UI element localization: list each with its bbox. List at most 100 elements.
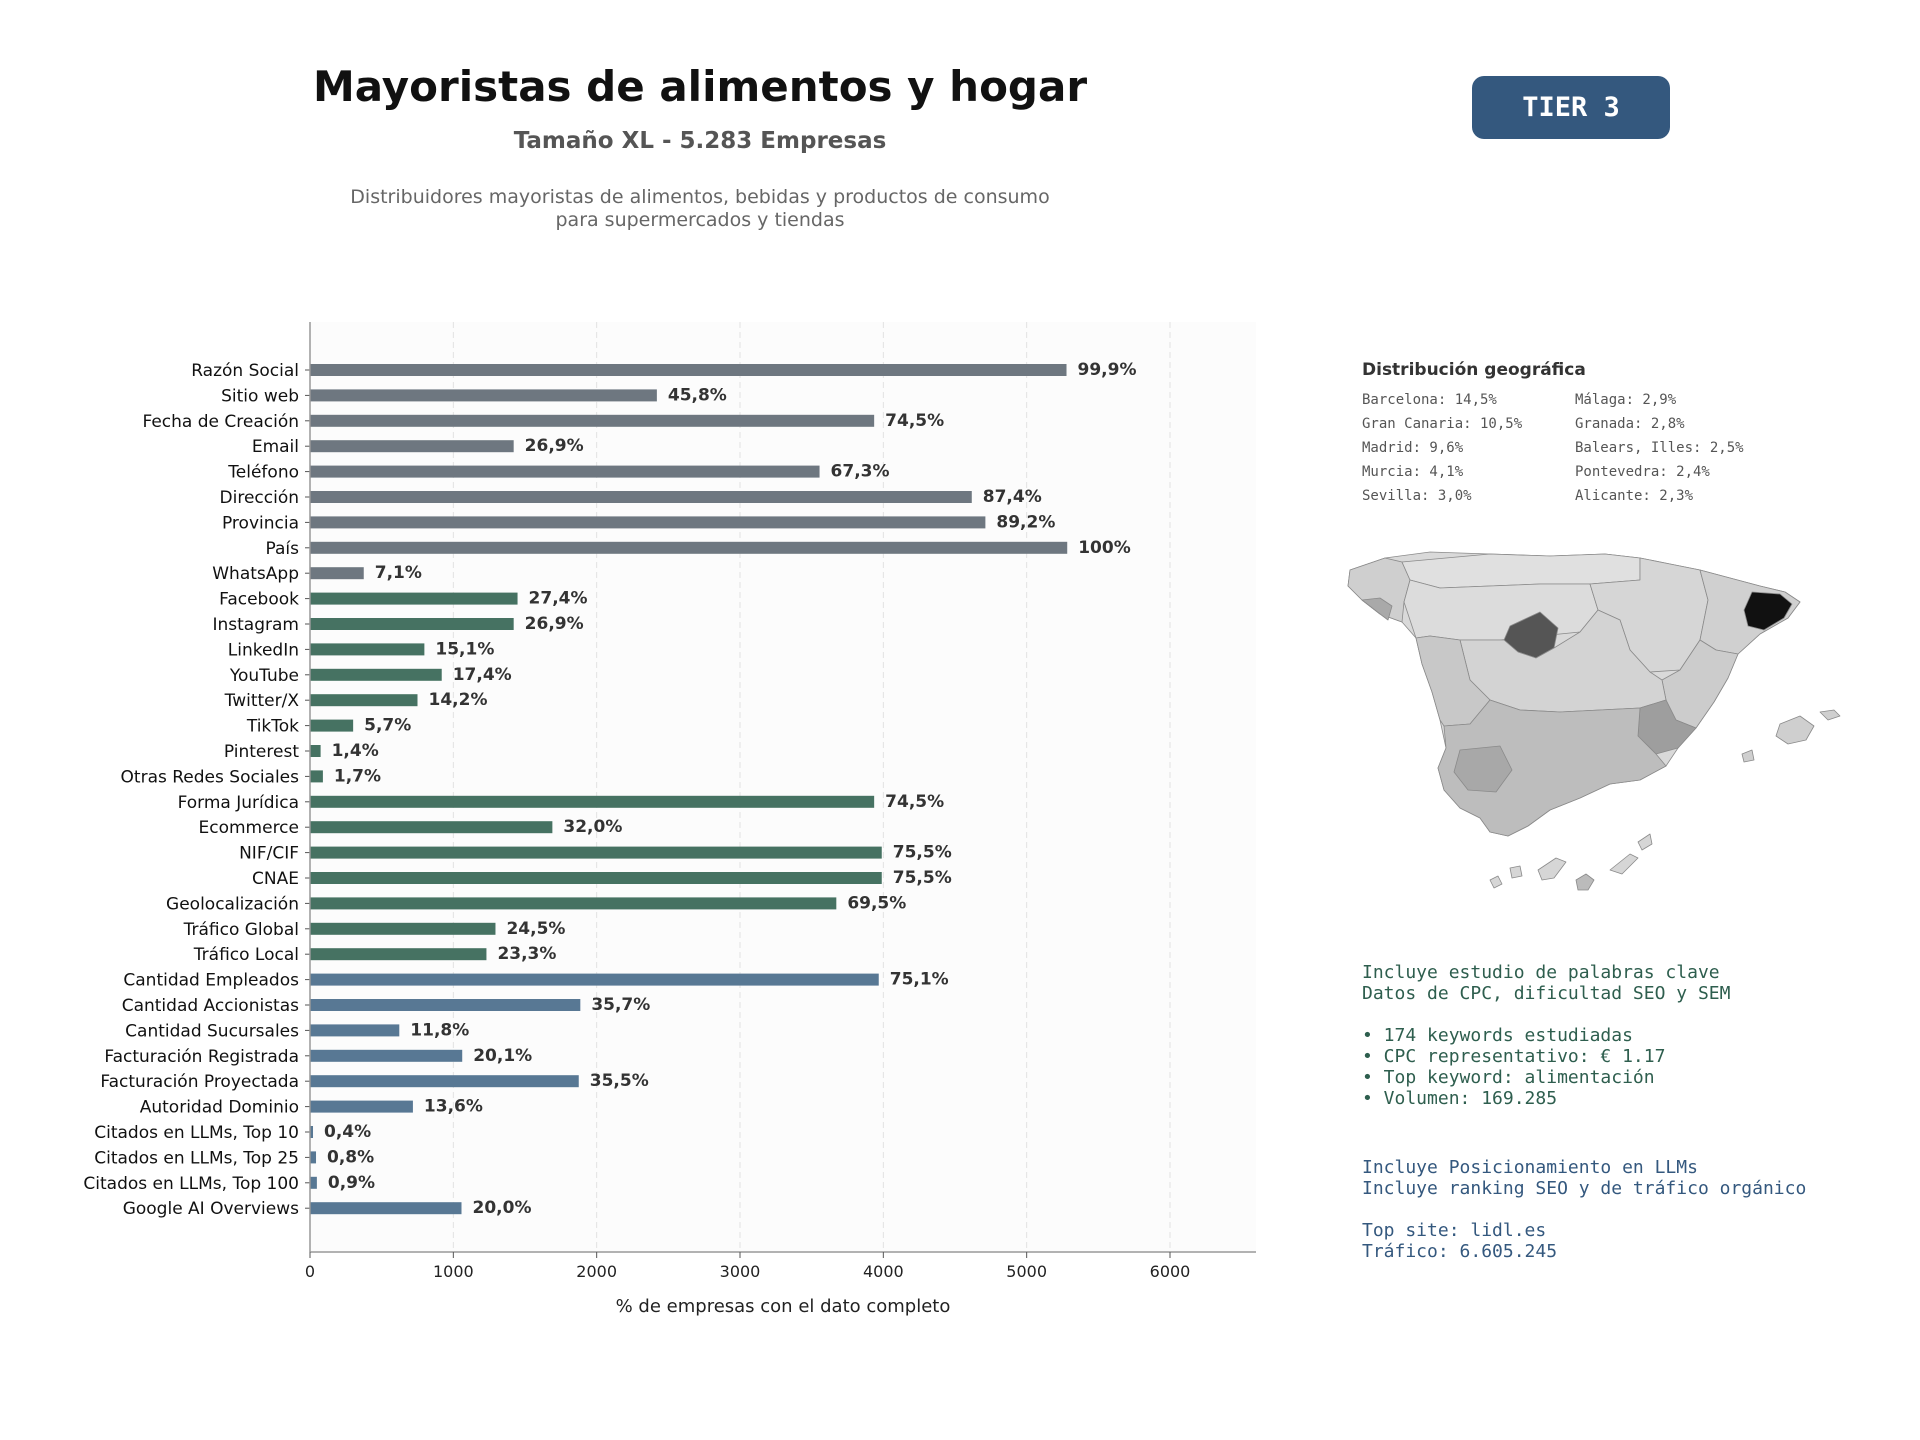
geo-panel: Distribución geográfica Barcelona: 14,5%…: [1362, 360, 1822, 504]
map-pontevedra: [1361, 597, 1393, 621]
geo-title: Distribución geográfica: [1362, 360, 1586, 380]
bar: [310, 999, 581, 1011]
category-label: Twitter/X: [224, 691, 300, 711]
geo-item: Balears, Illes: 2,5%: [1575, 440, 1744, 456]
category-label: Teléfono: [227, 463, 299, 483]
x-tick-label: 6000: [1150, 1262, 1191, 1281]
map-balears-ibiza: [1741, 749, 1755, 763]
value-label: 35,7%: [591, 995, 650, 1015]
category-label: Otras Redes Sociales: [121, 767, 300, 787]
map-gran-canaria: [1575, 873, 1595, 891]
keywords-bullet: • CPC representativo: € 1.17: [1362, 1046, 1666, 1067]
bars-group: Razón Social 99,9% Sitio web 45,8% Fecha de …: [83, 360, 1136, 1219]
value-label: 5,7%: [364, 716, 411, 736]
top-site: Top site: lidl.es: [1362, 1220, 1547, 1241]
category-label: Tráfico Global: [183, 920, 299, 940]
bar: [310, 1202, 462, 1215]
value-label: 23,3%: [497, 944, 556, 964]
llm-info: Incluye Posicionamiento en LLMs Incluye …: [1362, 1157, 1882, 1262]
bar: [310, 719, 354, 732]
category-label: Citados en LLMs, Top 10: [94, 1123, 299, 1143]
category-label: Autoridad Dominio: [140, 1098, 299, 1118]
value-label: 75,1%: [890, 970, 949, 990]
category-label: WhatsApp: [212, 564, 299, 584]
tier-badge: TIER 3: [1472, 76, 1670, 139]
category-label: Ecommerce: [199, 818, 300, 838]
page-title: Mayoristas de alimentos y hogar: [312, 62, 1088, 111]
bar: [310, 440, 514, 453]
map-canarias-west: [1489, 865, 1523, 889]
keywords-info: Incluye estudio de palabras clave Datos …: [1362, 962, 1882, 1109]
bar: [310, 516, 986, 529]
value-label: 7,1%: [375, 563, 422, 583]
category-label: Razón Social: [191, 361, 299, 381]
geo-item: Granada: 2,8%: [1575, 416, 1685, 432]
category-label: Pinterest: [224, 742, 299, 762]
category-label: Fecha de Creación: [142, 412, 299, 432]
geo-item: Madrid: 9,6%: [1362, 440, 1464, 456]
category-label: País: [266, 539, 300, 559]
category-label: Tráfico Local: [193, 945, 299, 965]
category-label: Instagram: [213, 615, 300, 635]
value-label: 87,4%: [983, 487, 1042, 507]
bar: [310, 973, 879, 986]
value-label: 13,6%: [424, 1097, 483, 1117]
bar: [310, 770, 323, 783]
bar: [310, 1100, 413, 1113]
x-tick-label: 4000: [863, 1262, 904, 1281]
x-tick-label: 5000: [1006, 1262, 1047, 1281]
x-tick-label: 0: [305, 1262, 315, 1281]
geo-item: Pontevedra: 2,4%: [1575, 464, 1710, 480]
value-label: 11,8%: [410, 1020, 469, 1040]
bar: [310, 948, 487, 961]
category-label: NIF/CIF: [239, 844, 299, 864]
bar: [310, 821, 553, 834]
value-label: 99,9%: [1078, 360, 1137, 380]
bar: [310, 1075, 579, 1088]
bar: [310, 389, 657, 402]
keywords-line-2: Datos de CPC, dificultad SEO y SEM: [1362, 983, 1731, 1004]
map-barcelona: [1743, 591, 1793, 631]
x-axis-label: % de empresas con el dato completo: [616, 1296, 951, 1317]
value-label: 26,9%: [525, 436, 584, 456]
value-label: 0,4%: [324, 1122, 371, 1142]
top-site-traffic: Tráfico: 6.605.245: [1362, 1241, 1558, 1262]
value-label: 1,4%: [332, 741, 379, 761]
category-label: Forma Jurídica: [178, 793, 299, 813]
value-label: 20,1%: [473, 1046, 532, 1066]
bar: [310, 872, 882, 884]
category-label: Dirección: [220, 488, 299, 508]
value-label: 24,5%: [506, 919, 565, 939]
llm-line-1: Incluye Posicionamiento en LLMs: [1362, 1157, 1698, 1178]
value-label: 15,1%: [435, 639, 494, 659]
value-label: 1,7%: [334, 766, 381, 786]
bar: [310, 897, 837, 910]
value-label: 0,9%: [328, 1173, 375, 1193]
geo-item: Málaga: 2,9%: [1575, 392, 1677, 408]
category-label: Email: [252, 437, 299, 457]
value-label: 69,5%: [847, 893, 906, 913]
map-castilla-leon: [1403, 579, 1599, 641]
bar: [310, 364, 1067, 376]
bar: [310, 694, 418, 707]
axes: [309, 322, 1256, 1253]
value-label: 26,9%: [525, 614, 584, 634]
value-label: 32,0%: [563, 817, 622, 837]
category-label: TikTok: [246, 717, 299, 737]
value-label: 74,5%: [885, 792, 944, 812]
value-label: 14,2%: [429, 690, 488, 710]
value-label: 27,4%: [529, 589, 588, 609]
page-subtitle: Tamaño XL - 5.283 Empresas: [513, 128, 887, 154]
value-label: 89,2%: [996, 512, 1055, 532]
category-label: Cantidad Sucursales: [125, 1021, 299, 1041]
map-balears-menorca: [1819, 709, 1841, 721]
value-label: 100%: [1078, 538, 1131, 558]
map-tenerife: [1537, 857, 1567, 881]
category-label: Citados en LLMs, Top 25: [94, 1148, 299, 1168]
description-line-1: Distribuidores mayoristas de alimentos, …: [350, 186, 1050, 208]
x-ticks: 0 1000 2000 3000 4000 5000 6000: [305, 1252, 1190, 1281]
value-label: 75,5%: [893, 868, 952, 888]
bar: [310, 1176, 317, 1189]
value-label: 67,3%: [831, 462, 890, 482]
category-label: YouTube: [229, 666, 299, 686]
